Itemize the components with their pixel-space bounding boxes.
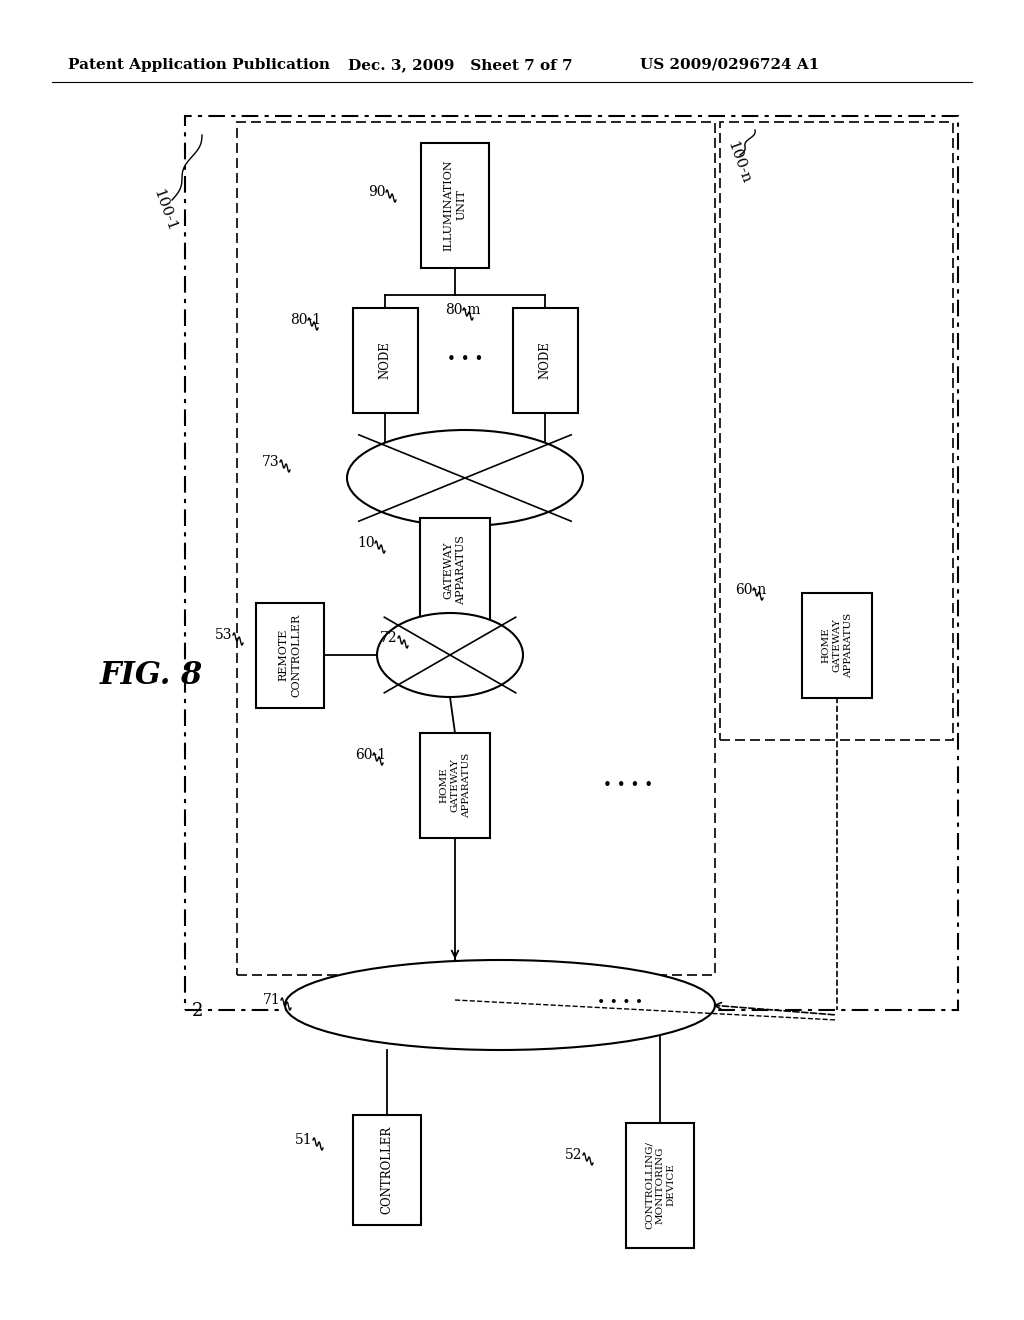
Text: REMOTE
CONTROLLER: REMOTE CONTROLLER (279, 614, 301, 697)
Ellipse shape (377, 612, 523, 697)
Text: • • • •: • • • • (597, 995, 643, 1008)
Bar (185, 116, 958, 1010)
Bar (420, 733, 490, 837)
Bar (512, 308, 578, 412)
Text: 2: 2 (193, 1002, 204, 1020)
Text: • • • •: • • • • (603, 777, 653, 792)
Bar (420, 517, 490, 623)
Text: • • •: • • • (446, 352, 483, 367)
Text: ILLUMINATION
UNIT: ILLUMINATION UNIT (443, 160, 466, 251)
Text: CONTROLLER: CONTROLLER (381, 1126, 393, 1214)
Text: 80-m: 80-m (445, 304, 480, 317)
Text: HOME
GATEWAY
APPARATUS: HOME GATEWAY APPARATUS (821, 612, 853, 677)
Text: 71: 71 (263, 993, 281, 1007)
Ellipse shape (347, 430, 583, 525)
Text: CONTROLLING/
MONITORING
DEVICE: CONTROLLING/ MONITORING DEVICE (644, 1140, 676, 1229)
Text: NODE: NODE (539, 341, 552, 379)
Text: 90: 90 (368, 185, 385, 199)
Bar (353, 1115, 421, 1225)
Text: 52: 52 (565, 1148, 583, 1162)
Text: 100-n: 100-n (724, 139, 753, 185)
Text: GATEWAY
APPARATUS: GATEWAY APPARATUS (443, 535, 466, 605)
Text: 53: 53 (215, 628, 232, 642)
Bar (352, 308, 418, 412)
Text: Dec. 3, 2009   Sheet 7 of 7: Dec. 3, 2009 Sheet 7 of 7 (348, 58, 572, 73)
Bar (237, 121, 715, 975)
Text: 60-n: 60-n (735, 583, 766, 597)
Text: Patent Application Publication: Patent Application Publication (68, 58, 330, 73)
Text: 100-1: 100-1 (150, 187, 178, 234)
Text: 60-1: 60-1 (355, 748, 386, 762)
Text: NODE: NODE (379, 341, 391, 379)
Bar (421, 143, 489, 268)
Text: 72: 72 (380, 631, 397, 645)
Text: FIG. 8: FIG. 8 (100, 660, 203, 690)
Text: HOME
GATEWAY
APPARATUS: HOME GATEWAY APPARATUS (439, 752, 471, 817)
Bar (256, 602, 324, 708)
Bar (626, 1122, 694, 1247)
Bar (720, 121, 953, 741)
Text: US 2009/0296724 A1: US 2009/0296724 A1 (640, 58, 819, 73)
Text: 10: 10 (357, 536, 375, 550)
Text: 73: 73 (262, 455, 280, 469)
Text: 80-1: 80-1 (290, 313, 322, 327)
Ellipse shape (285, 960, 715, 1049)
Bar (802, 593, 872, 697)
Text: 51: 51 (295, 1133, 312, 1147)
